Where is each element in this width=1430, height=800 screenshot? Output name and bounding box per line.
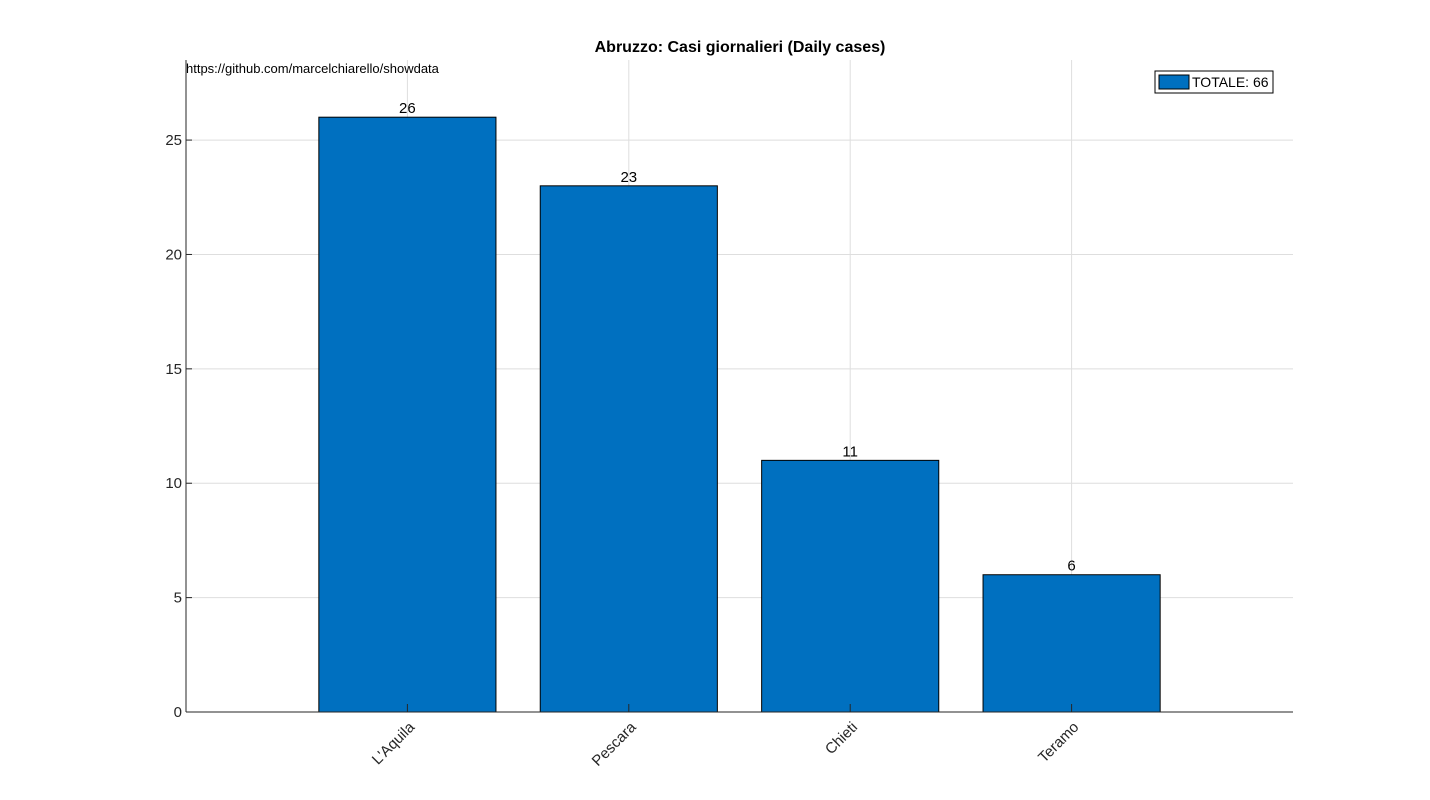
source-annotation: https://github.com/marcelchiarello/showd… bbox=[186, 61, 440, 76]
y-tick-label: 25 bbox=[165, 132, 182, 149]
y-tick-label: 10 bbox=[165, 475, 182, 492]
bar bbox=[761, 459, 940, 713]
chart-title: Abruzzo: Casi giornalieri (Daily cases) bbox=[595, 39, 886, 56]
y-tick-label: 15 bbox=[165, 361, 182, 378]
x-tick-label: Chieti bbox=[822, 719, 861, 758]
bar-value-label: 6 bbox=[1067, 558, 1075, 575]
x-tick-label: L'Aquila bbox=[369, 718, 419, 768]
legend-swatch bbox=[1158, 74, 1190, 90]
bar bbox=[318, 116, 497, 713]
legend-entry: TOTALE: 66 bbox=[1192, 74, 1269, 90]
y-tick-label: 20 bbox=[165, 246, 182, 263]
data-labels: 26 23 11 6 bbox=[399, 100, 1076, 575]
y-tick-label: 5 bbox=[174, 590, 182, 607]
bar-series bbox=[318, 116, 1161, 713]
y-tick-label: 0 bbox=[174, 704, 182, 721]
bar-value-label: 11 bbox=[842, 443, 858, 460]
x-tick-label: Pescara bbox=[589, 718, 640, 769]
legend: TOTALE: 66 bbox=[1154, 70, 1274, 94]
x-tick-label: Teramo bbox=[1035, 719, 1082, 766]
bar-value-label: 26 bbox=[399, 100, 416, 117]
bar bbox=[539, 185, 718, 713]
bar bbox=[982, 574, 1161, 713]
bar-value-label: 23 bbox=[620, 169, 637, 186]
